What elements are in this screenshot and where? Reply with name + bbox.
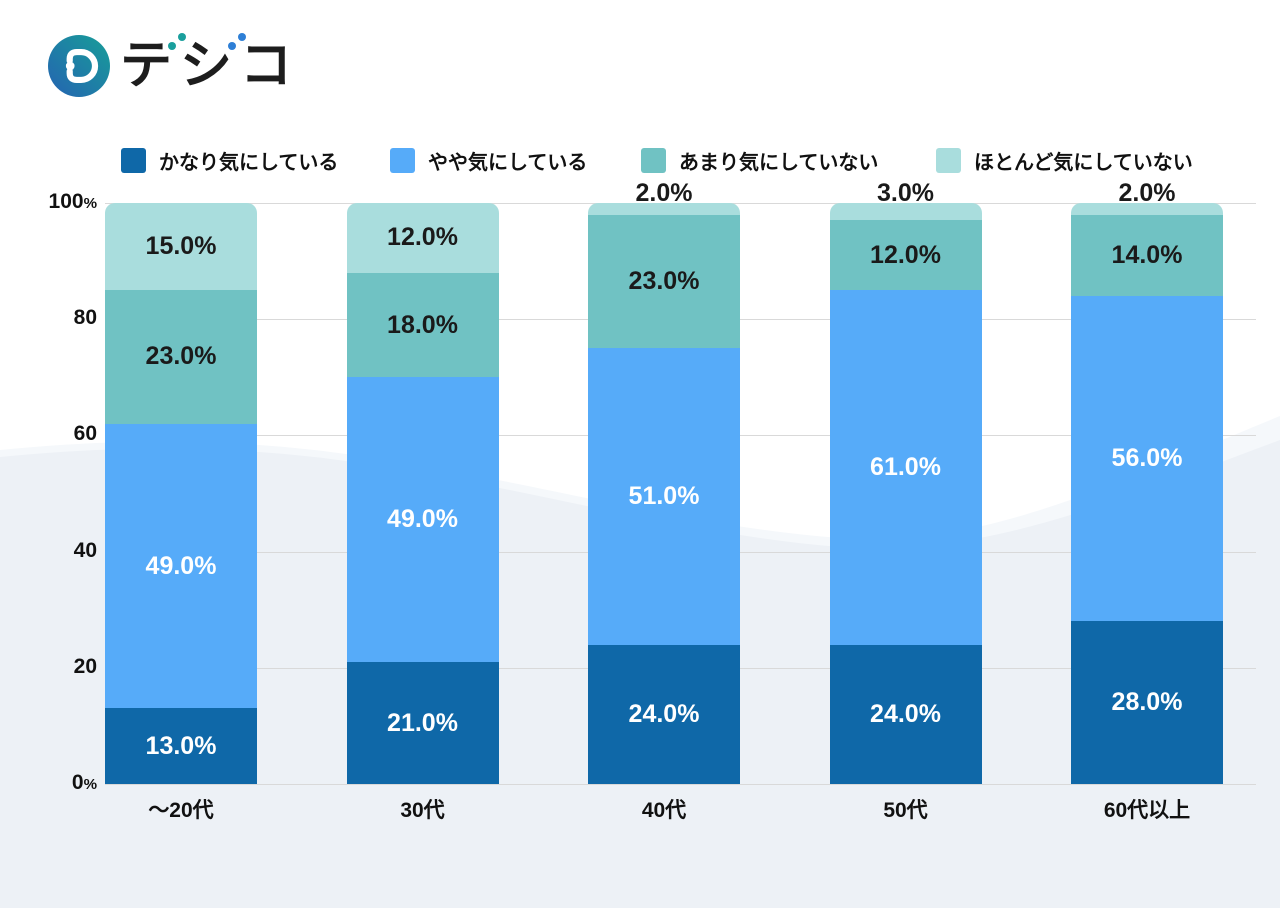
legend-label: あまり気にしていない: [679, 152, 879, 174]
y-axis-tick-label: 0%: [71, 771, 97, 794]
brand-logo-icon: [48, 35, 110, 97]
bar-segment: 49.0%: [105, 423, 257, 709]
segment-value-label: 24.0%: [628, 699, 700, 728]
legend-item: やや気にしている: [390, 146, 587, 175]
bar-segment: 24.0%: [588, 644, 740, 784]
segment-value-label: 24.0%: [870, 699, 941, 728]
bar-segment: 49.0%: [346, 377, 499, 662]
bar-segment: 56.0%: [1071, 295, 1223, 622]
segment-value-label: 15.0%: [145, 232, 217, 261]
segment-value-label-outside: 3.0%: [877, 179, 934, 207]
y-axis-tick-label: 60: [73, 422, 97, 446]
bar-segment: 15.0%: [105, 203, 257, 291]
legend-item: ほとんど気にしていない: [936, 146, 1193, 175]
bar-segment: 28.0%: [1071, 621, 1223, 784]
brand-logo-char: テ: [120, 33, 187, 97]
bar-segment: 21.0%: [346, 662, 499, 784]
bar-segment: 12.0%: [346, 203, 499, 273]
legend-swatch: [121, 148, 146, 173]
bar-segment: 24.0%: [829, 644, 982, 784]
segment-value-label-outside: 2.0%: [1118, 179, 1176, 207]
segment-value-label: 28.0%: [1111, 688, 1183, 717]
x-axis-category-label: ～20代: [148, 799, 214, 822]
bar-segment: 14.0%: [1071, 214, 1223, 296]
legend-item: かなり気にしている: [121, 146, 338, 175]
bar-segment: 61.0%: [829, 290, 982, 645]
x-axis-category-label: 50代: [883, 799, 928, 822]
segment-value-label: 18.0%: [387, 310, 458, 339]
segment-value-label: 49.0%: [387, 505, 458, 534]
bar-segment: 23.0%: [105, 290, 257, 424]
bar-segment: 51.0%: [588, 348, 740, 645]
segment-value-label: 61.0%: [870, 452, 941, 481]
legend-label: ほとんど気にしていない: [974, 152, 1193, 174]
x-axis-category-label: 40代: [641, 799, 687, 822]
y-axis-tick-label: 80: [73, 306, 97, 330]
bar-segment: [588, 203, 740, 215]
y-axis-tick-label: 40: [73, 538, 97, 562]
segment-value-label: 12.0%: [870, 240, 941, 269]
legend-item: あまり気にしていない: [641, 146, 878, 175]
dakuten-dots-icon: [228, 33, 247, 50]
brand-logo-text: テシコ: [120, 33, 295, 97]
bar-column: 21.0% 49.0% 18.0% 12.0%: [346, 203, 499, 784]
dakuten-dots-icon: [168, 33, 187, 50]
x-axis-category-label: 30代: [400, 799, 445, 822]
brand-logo: テシコ: [48, 33, 295, 98]
bar-column: 24.0% 51.0% 23.0% 2.0%: [588, 179, 740, 784]
bar-segment: 12.0%: [829, 220, 982, 291]
segment-value-label: 21.0%: [387, 708, 458, 737]
bar-segment: 23.0%: [588, 214, 740, 349]
gridline: [105, 784, 1256, 785]
brand-logo-char: シ: [180, 33, 247, 97]
legend-label: やや気にしている: [428, 152, 588, 174]
segment-value-label: 49.0%: [145, 551, 217, 580]
chart-legend: かなり気にしている やや気にしている あまり気にしていない ほとんど気にしていない: [0, 146, 1280, 174]
segment-value-label: 12.0%: [387, 223, 458, 252]
bar-segment: 18.0%: [346, 272, 499, 378]
segment-value-label: 14.0%: [1111, 240, 1183, 269]
segment-value-label: 23.0%: [145, 342, 217, 371]
legend-label: かなり気にしている: [159, 152, 339, 174]
segment-value-label: 56.0%: [1111, 444, 1183, 473]
segment-value-label: 51.0%: [628, 481, 700, 510]
y-axis-tick-label: 20: [73, 654, 97, 678]
bar-segment: [829, 203, 982, 221]
bar-segment: [1071, 203, 1223, 215]
segment-value-label: 23.0%: [628, 266, 700, 295]
bar-column: 28.0% 56.0% 14.0% 2.0%: [1071, 179, 1223, 784]
bar-column: 24.0% 61.0% 12.0% 3.0%: [829, 179, 982, 784]
bar-column: 13.0% 49.0% 23.0% 15.0%: [105, 203, 257, 784]
segment-value-label: 13.0%: [145, 731, 217, 760]
y-axis-tick-label: 100%: [48, 190, 97, 213]
brand-logo-char: コ: [240, 37, 295, 95]
legend-swatch: [390, 148, 415, 173]
x-axis-category-label: 60代以上: [1103, 799, 1191, 822]
bar-segment: 13.0%: [105, 708, 257, 784]
segment-value-label-outside: 2.0%: [635, 179, 693, 207]
legend-swatch: [641, 148, 666, 173]
legend-swatch: [936, 148, 961, 173]
